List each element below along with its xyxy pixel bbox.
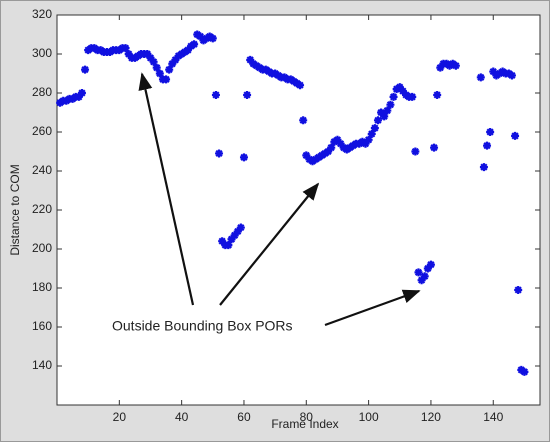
point [451, 61, 460, 70]
point [520, 367, 529, 376]
point [302, 151, 311, 160]
x-tick-label: 20 [113, 410, 127, 424]
point [395, 83, 404, 92]
point [299, 116, 308, 125]
x-axis-label: Frame Index [271, 417, 338, 431]
point [183, 46, 192, 55]
point [411, 147, 420, 156]
point [327, 143, 336, 152]
point [162, 75, 171, 84]
x-tick-label: 40 [175, 410, 189, 424]
point [433, 90, 442, 99]
points [56, 31, 529, 376]
y-tick-label: 140 [32, 358, 52, 372]
point [507, 71, 516, 80]
point [230, 231, 239, 240]
y-tick-label: 320 [32, 7, 52, 21]
x-tick-label: 120 [421, 410, 441, 424]
y-tick-label: 300 [32, 46, 52, 60]
point [426, 260, 435, 269]
point [246, 55, 255, 64]
point [196, 32, 205, 41]
point [239, 153, 248, 162]
point [171, 55, 180, 64]
point [74, 92, 83, 101]
point [430, 143, 439, 152]
point [364, 135, 373, 144]
point [190, 40, 199, 49]
y-tick-label: 280 [32, 85, 52, 99]
point [215, 149, 224, 158]
point [324, 147, 333, 156]
x-tick-label: 60 [237, 410, 251, 424]
point [208, 34, 217, 43]
arrow [324, 289, 421, 327]
point [420, 272, 429, 281]
point [336, 139, 345, 148]
point [486, 128, 495, 136]
point [165, 65, 174, 74]
point [408, 92, 417, 101]
point [233, 227, 242, 236]
point [152, 63, 161, 72]
point [218, 237, 227, 246]
point [124, 50, 133, 58]
point [380, 112, 389, 121]
point [211, 90, 220, 99]
x-tick-label: 100 [359, 410, 379, 424]
point [489, 67, 498, 76]
y-tick-label: 240 [32, 163, 52, 177]
point [143, 50, 152, 58]
arrow [219, 182, 320, 306]
point [476, 73, 485, 82]
point [373, 116, 382, 125]
point [377, 108, 386, 117]
point [436, 63, 445, 72]
arrow [138, 72, 195, 306]
point [483, 141, 492, 150]
point [243, 90, 252, 99]
point [511, 131, 520, 140]
point [236, 223, 245, 232]
point [417, 276, 426, 285]
y-tick-label: 260 [32, 124, 52, 138]
point [479, 163, 488, 172]
x-tick-label: 140 [483, 410, 503, 424]
y-tick-label: 160 [32, 319, 52, 333]
point [77, 89, 86, 97]
annotation: Outside Bounding Box PORs [112, 318, 293, 334]
y-tick-label: 180 [32, 280, 52, 294]
point [383, 106, 392, 115]
point [423, 264, 432, 273]
point [514, 285, 523, 294]
point [414, 268, 423, 277]
point [361, 139, 370, 148]
point [386, 100, 395, 109]
point [121, 44, 130, 53]
point [389, 92, 398, 101]
y-tick-label: 220 [32, 202, 52, 216]
point [146, 53, 155, 62]
point [155, 69, 164, 78]
point [296, 81, 305, 90]
arrows [138, 72, 421, 327]
point [168, 59, 177, 68]
x-tick-label: 80 [300, 410, 314, 424]
point [398, 87, 407, 96]
plot-area [56, 14, 541, 406]
point [367, 129, 376, 138]
point [149, 57, 158, 66]
point [224, 241, 233, 250]
point [227, 235, 236, 244]
y-tick-label: 200 [32, 241, 52, 255]
point [81, 65, 90, 74]
point [333, 135, 342, 144]
y-axis-label: Distance to COM [8, 164, 22, 255]
point [370, 124, 379, 133]
